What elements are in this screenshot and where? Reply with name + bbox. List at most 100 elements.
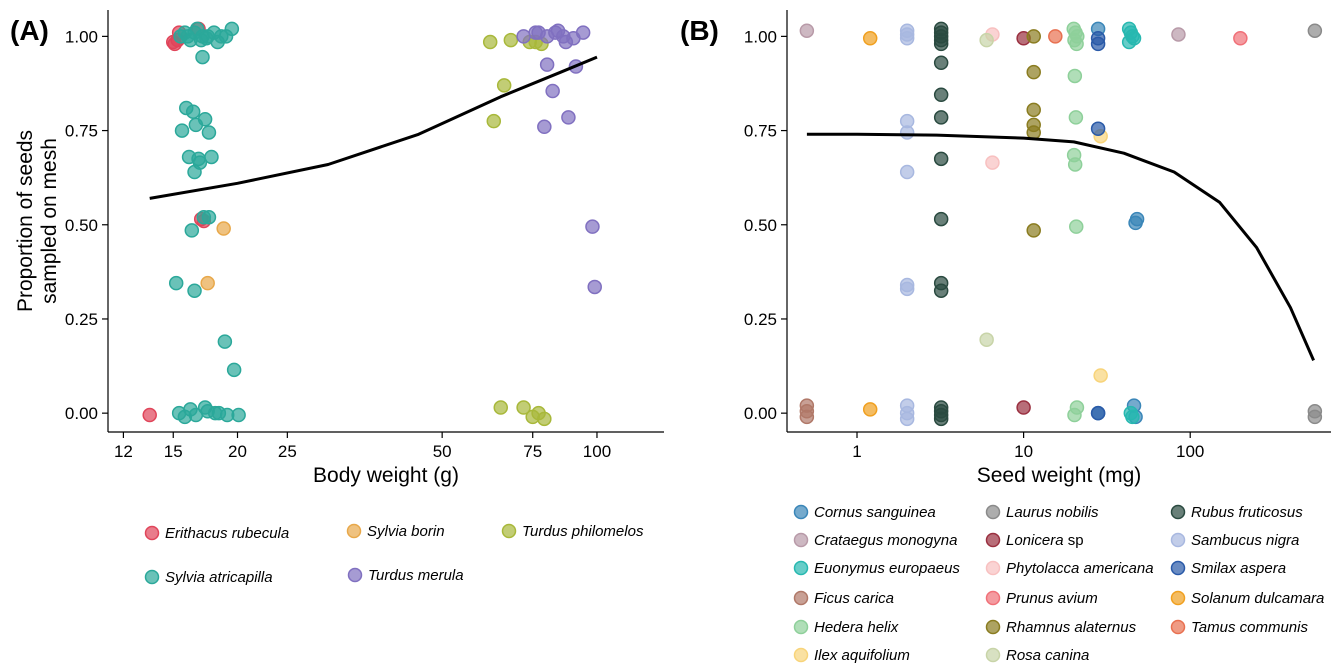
data-point bbox=[214, 29, 229, 44]
data-point bbox=[486, 113, 502, 129]
data-point bbox=[899, 281, 915, 297]
data-point bbox=[537, 119, 552, 135]
legend-b-item: Lonicera sp bbox=[985, 532, 1084, 549]
data-point bbox=[142, 407, 157, 423]
data-point bbox=[933, 211, 949, 227]
series-phytolacca-americana bbox=[985, 27, 1000, 170]
data-point bbox=[1307, 409, 1323, 425]
data-point bbox=[189, 21, 205, 37]
legend-b-label-italic: Tamus communis bbox=[1191, 619, 1308, 636]
data-point bbox=[1048, 29, 1063, 44]
data-point bbox=[1026, 64, 1041, 80]
legend-a-swatch bbox=[144, 569, 160, 585]
data-point bbox=[558, 34, 574, 50]
data-point bbox=[204, 149, 219, 165]
data-point bbox=[216, 221, 231, 236]
legend-b-label-italic: Lonicera bbox=[1006, 532, 1064, 549]
legend-b-label-italic: Rosa canina bbox=[1006, 647, 1089, 664]
data-point bbox=[575, 25, 591, 40]
y-tick-label-a: 1.00 bbox=[65, 27, 98, 46]
data-point bbox=[933, 283, 949, 298]
data-point bbox=[1128, 215, 1143, 231]
legend-b-swatch bbox=[793, 590, 809, 606]
legend-b-label-plain: sp bbox=[1064, 532, 1084, 549]
y-axis-title-line: sampled on mesh bbox=[38, 138, 61, 304]
data-point bbox=[531, 25, 546, 40]
series-rubus-fruticosus bbox=[933, 21, 949, 427]
series-sambucus-nigra bbox=[899, 23, 915, 427]
data-point bbox=[933, 36, 949, 52]
legend-b-label-italic: Euonymus europaeus bbox=[814, 560, 960, 577]
legend-b-label: Crataegus monogyna bbox=[814, 532, 957, 549]
data-point bbox=[933, 110, 949, 125]
legend-b-label: Tamus communis bbox=[1191, 619, 1308, 636]
legend-b-label-italic: Crataegus monogyna bbox=[814, 532, 957, 549]
legend-a-label: Turdus merula bbox=[368, 567, 464, 584]
legend-a-swatch bbox=[346, 523, 362, 539]
data-point bbox=[899, 164, 915, 180]
y-tick-label-b: 0.25 bbox=[744, 310, 777, 329]
legend-b-label-italic: Ficus carica bbox=[814, 590, 894, 607]
series-tamus-communis bbox=[1048, 29, 1063, 44]
data-point bbox=[177, 25, 193, 40]
data-point bbox=[1093, 368, 1108, 383]
legend-a-swatch bbox=[144, 525, 160, 541]
legend-a-label: Turdus philomelos bbox=[522, 523, 644, 540]
legend-b-label: Cornus sanguinea bbox=[814, 504, 936, 521]
legend-a-label: Sylvia atricapilla bbox=[165, 569, 273, 586]
y-tick-label-b: 0.00 bbox=[744, 404, 777, 423]
panel-b: (B) 0.00 0.25 0.50 0.75 1.00 1 10 100 Seed weight… bbox=[680, 10, 1331, 487]
legend-b-item: Sambucus nigra bbox=[1170, 532, 1299, 549]
legend-b-item: Crataegus monogyna bbox=[793, 532, 957, 549]
legend-b-swatch bbox=[985, 590, 1001, 606]
data-point bbox=[516, 400, 531, 415]
data-point bbox=[537, 411, 552, 427]
series-rosa-canina bbox=[979, 32, 994, 347]
legend-b-item: Smilax aspera bbox=[1170, 560, 1286, 577]
legend-b-item: Phytolacca americana bbox=[985, 560, 1154, 577]
data-point bbox=[1307, 23, 1323, 38]
legend-a-item: Turdus philomelos bbox=[501, 523, 644, 540]
data-point bbox=[231, 407, 246, 423]
legend-b-swatch bbox=[985, 619, 1001, 635]
legend-b-label-italic: Phytolacca americana bbox=[1006, 560, 1154, 577]
data-point bbox=[1121, 34, 1137, 50]
legend-b-label: Euonymus europaeus bbox=[814, 560, 960, 577]
data-point bbox=[1067, 157, 1083, 172]
data-point bbox=[585, 219, 600, 234]
x-tick-label-b: 10 bbox=[1014, 442, 1033, 461]
series-euonymus-europaeus bbox=[1121, 21, 1142, 425]
series-crataegus-monogyna bbox=[799, 23, 1186, 42]
fit-curve-a bbox=[149, 55, 598, 200]
legend-b-item: Rosa canina bbox=[985, 647, 1089, 664]
data-point bbox=[979, 32, 994, 48]
data-point bbox=[1016, 400, 1031, 415]
legend-a-swatch bbox=[501, 523, 517, 539]
legend-b-label-italic: Prunus avium bbox=[1006, 590, 1098, 607]
data-point bbox=[1125, 409, 1140, 425]
legend-b-swatch bbox=[1170, 590, 1186, 606]
data-point bbox=[1090, 405, 1106, 421]
legend-a-item: Sylvia atricapilla bbox=[144, 569, 273, 586]
data-point bbox=[201, 125, 217, 140]
data-point bbox=[496, 78, 512, 93]
data-point bbox=[187, 283, 202, 298]
legend-b-swatch bbox=[1170, 560, 1186, 576]
data-point bbox=[188, 117, 204, 133]
legend-b-swatch bbox=[793, 647, 809, 663]
series-solanum-dulcamara bbox=[862, 31, 878, 417]
y-tick-label-a: 0.75 bbox=[65, 122, 98, 141]
data-point bbox=[1069, 36, 1084, 52]
legend-b-label-italic: Hedera helix bbox=[814, 619, 899, 636]
data-point bbox=[503, 32, 519, 48]
data-point bbox=[545, 83, 560, 99]
legend-b-item: Cornus sanguinea bbox=[793, 504, 936, 521]
data-point bbox=[550, 23, 566, 38]
data-point bbox=[1026, 223, 1041, 238]
series-sylvia-borin bbox=[200, 221, 231, 291]
series-cornus-sanguinea bbox=[1090, 21, 1145, 425]
series-ilex-aquifolium bbox=[1093, 128, 1108, 383]
legend-b-label: Lonicera sp bbox=[1006, 532, 1084, 549]
x-tick-label-a: 100 bbox=[583, 442, 611, 461]
data-point bbox=[933, 55, 949, 70]
